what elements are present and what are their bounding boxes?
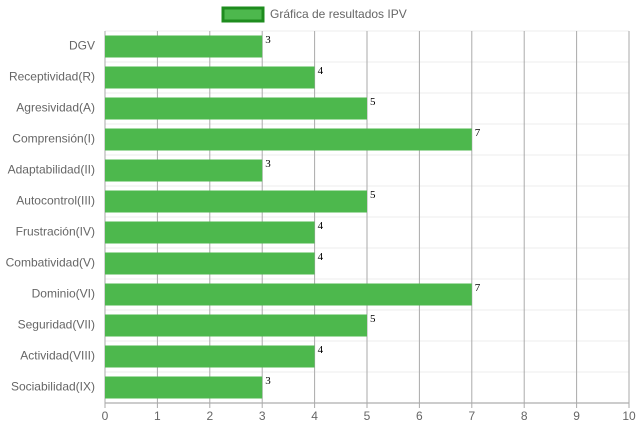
y-tick-label: Frustración(IV) [16,225,95,239]
value-label: 3 [265,34,271,46]
bar [105,190,367,213]
x-tick-label: 4 [311,409,318,423]
y-tick-label: Adaptabilidad(II) [8,163,95,177]
y-tick-label: Agresividad(A) [16,101,95,115]
x-tick-label: 6 [416,409,423,423]
y-tick-label: Comprensión(I) [12,132,95,146]
x-tick-label: 10 [622,409,636,423]
bar [105,252,315,275]
value-label: 5 [370,189,376,201]
bar [105,97,367,120]
value-label: 4 [318,251,324,263]
y-tick-label: Receptividad(R) [9,70,95,84]
x-tick-label: 8 [521,409,528,423]
bar [105,35,263,58]
value-label: 7 [475,282,481,294]
bar [105,66,315,89]
value-label: 7 [475,127,481,139]
value-label: 3 [265,158,271,170]
bar [105,159,263,182]
y-tick-label: DGV [69,39,95,53]
bar [105,283,472,306]
value-label: 4 [318,220,324,232]
bar [105,314,367,337]
value-label: 4 [318,344,324,356]
y-tick-label: Autocontrol(III) [16,194,95,208]
value-label: 5 [370,96,376,108]
value-label: 3 [265,375,271,387]
x-tick-label: 5 [364,409,371,423]
x-tick-label: 0 [102,409,109,423]
y-tick-label: Actividad(VIII) [20,349,95,363]
x-tick-label: 2 [206,409,213,423]
bar [105,221,315,244]
bar [105,345,315,368]
legend-swatch [221,6,265,23]
legend-label: Gráfica de resultados IPV [270,7,407,21]
bar [105,376,263,399]
y-tick-label: Seguridad(VII) [18,318,95,332]
y-tick-label: Sociabilidad(IX) [11,380,95,394]
bar [105,128,472,151]
value-label: 4 [318,65,324,77]
x-tick-label: 7 [468,409,475,423]
x-tick-label: 1 [154,409,161,423]
value-label: 5 [370,313,376,325]
y-tick-label: Dominio(VI) [32,287,95,301]
y-tick-label: Combatividad(V) [6,256,95,270]
x-tick-label: 9 [573,409,580,423]
x-tick-label: 3 [259,409,266,423]
